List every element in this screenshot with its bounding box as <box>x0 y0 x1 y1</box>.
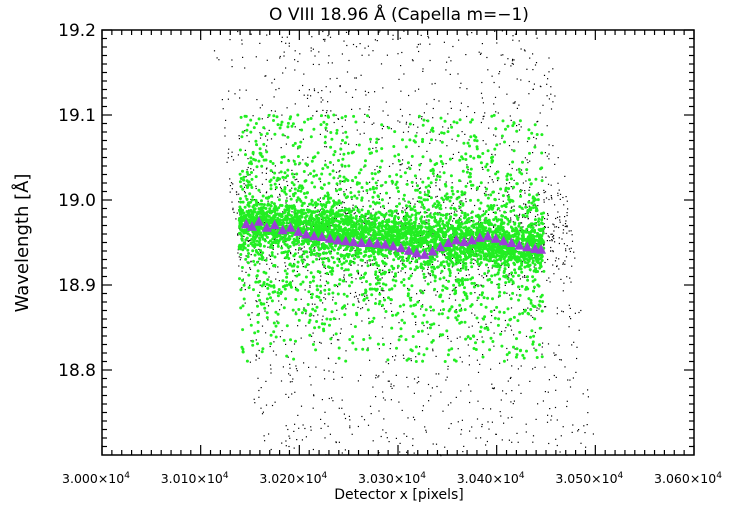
triangle-point-4 <box>269 219 280 230</box>
x-tick-label-1: 3.010×104 <box>161 471 229 486</box>
x-axis-label: Detector x [pixels] <box>334 487 464 503</box>
x-tick-label-4: 3.040×104 <box>457 471 525 486</box>
triangle-point-2 <box>253 216 264 226</box>
triangle-point-7 <box>293 226 304 236</box>
triangle-point-19 <box>388 240 399 251</box>
triangle-point-12 <box>332 234 343 245</box>
x-tick-exponent-0: 4 <box>124 471 130 481</box>
x-tick-exponent-3: 4 <box>420 471 426 481</box>
triangle-point-35 <box>514 240 525 250</box>
x-tick-exponent-1: 4 <box>223 471 229 481</box>
triangle-point-22 <box>411 247 422 258</box>
x-tick-label-2: 3.020×104 <box>259 471 327 486</box>
triangle-point-3 <box>261 222 272 232</box>
triangle-point-33 <box>498 235 509 246</box>
x-tick-label-6: 3.060×104 <box>654 471 722 486</box>
x-tick-exponent-5: 4 <box>618 471 624 481</box>
x-tick-exponent-2: 4 <box>322 471 328 481</box>
x-tick-label-5: 3.050×104 <box>555 471 623 486</box>
triangle-point-18 <box>380 239 391 249</box>
x-tick-label-0: 3.000×104 <box>62 471 130 486</box>
green-scatter-series <box>237 113 546 363</box>
y-tick-label-0: 18.8 <box>58 361 96 381</box>
triangle-point-36 <box>522 241 533 252</box>
triangle-point-11 <box>324 233 335 243</box>
triangle-point-17 <box>372 238 383 248</box>
triangle-point-9 <box>309 230 320 241</box>
triangle-point-5 <box>277 224 288 235</box>
triangle-point-32 <box>490 233 501 243</box>
y-tick-label-3: 19.1 <box>58 106 96 126</box>
y-tick-label-2: 19.0 <box>58 191 96 211</box>
triangle-point-10 <box>317 231 327 241</box>
triangle-point-14 <box>348 236 359 247</box>
triangle-point-15 <box>356 237 367 247</box>
triangle-point-38 <box>536 244 547 254</box>
triangle-point-21 <box>403 245 414 255</box>
triangle-point-13 <box>340 235 351 246</box>
purple-triangle-series <box>241 216 547 259</box>
triangle-point-8 <box>301 229 312 239</box>
x-tick-exponent-6: 4 <box>716 471 722 481</box>
x-tick-label-3: 3.030×104 <box>358 471 426 486</box>
triangle-point-26 <box>443 237 454 247</box>
triangle-point-6 <box>285 222 296 232</box>
triangle-point-16 <box>364 237 375 247</box>
triangle-point-20 <box>396 242 406 253</box>
triangle-point-0 <box>241 218 252 229</box>
axis-ticks: 3.000×104 3.010×104 3.020×104 3.030×104 3.04… <box>58 21 722 486</box>
triangle-point-37 <box>530 243 541 253</box>
triangle-point-29 <box>467 234 477 245</box>
triangle-point-23 <box>419 249 430 259</box>
triangle-point-28 <box>459 236 470 247</box>
chart-title: O VIII 18.96 Å (Capella m=−1) <box>269 3 529 25</box>
triangle-point-1 <box>247 221 257 231</box>
triangle-point-27 <box>451 234 462 245</box>
triangle-point-24 <box>427 246 438 256</box>
triangle-point-25 <box>435 241 446 252</box>
triangle-point-31 <box>482 230 493 241</box>
triangle-point-30 <box>474 232 485 242</box>
y-tick-label-4: 19.2 <box>58 21 96 41</box>
y-tick-label-1: 18.9 <box>58 276 96 296</box>
x-tick-exponent-4: 4 <box>519 471 525 481</box>
triangle-point-34 <box>506 237 517 247</box>
y-axis-label: Wavelength [Å] <box>11 174 33 313</box>
